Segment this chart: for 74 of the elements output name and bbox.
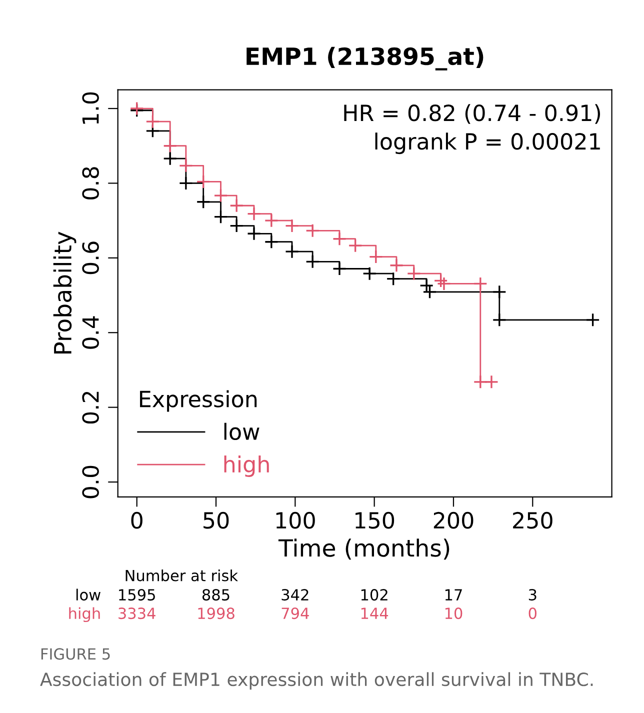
point: [230, 198, 244, 213]
y-tick-label: 0.6: [82, 242, 99, 274]
legend-label: low: [224, 422, 260, 440]
text: 3334: [118, 608, 156, 620]
caption: FIGURE 5: [41, 648, 110, 660]
legend-label: high: [224, 455, 269, 477]
text: 144: [361, 608, 388, 619]
point: [436, 276, 452, 291]
point: [284, 218, 300, 233]
text: 17: [445, 589, 462, 600]
point: [214, 210, 228, 224]
y-axis-title: Probability: [53, 232, 76, 354]
text: Association of EMP1 expression with overall survival in TNBC.: [40, 672, 593, 690]
point: [246, 226, 262, 241]
point: [163, 138, 178, 153]
point: [492, 312, 506, 328]
text: 3: [528, 589, 536, 601]
text: 10: [445, 608, 462, 620]
point: [178, 158, 194, 173]
point: [422, 284, 437, 299]
point: [178, 176, 194, 190]
annotation: logrank P = 0.00021: [375, 132, 600, 154]
chart-title: EMP1 (213895_at): [246, 46, 484, 70]
point: [586, 312, 600, 328]
text: 885: [202, 589, 230, 601]
point: [246, 206, 262, 221]
x-tick-label: 50: [204, 512, 229, 529]
point: [484, 374, 499, 390]
point: [146, 114, 160, 129]
text: high: [69, 607, 100, 622]
text: 342: [282, 589, 308, 601]
x-tick-label: 200: [434, 512, 474, 529]
y-tick-label: 0.0: [82, 466, 99, 498]
point: [473, 276, 488, 291]
y-tick-label: 1.0: [82, 92, 99, 124]
point: [362, 266, 377, 281]
point: [419, 278, 434, 293]
x-tick-label: 100: [276, 512, 315, 529]
point: [305, 224, 320, 238]
point: [386, 272, 400, 286]
point: [230, 218, 244, 233]
annotation: HR = 0.82 (0.74 - 0.91): [344, 104, 600, 124]
point: [214, 188, 228, 203]
text: 102: [361, 589, 388, 601]
point: [473, 374, 488, 390]
point: [492, 284, 506, 299]
y-tick-label: 0.4: [82, 316, 99, 349]
point: [368, 250, 383, 264]
y-tick-label: 0.2: [82, 392, 99, 424]
point: [264, 234, 279, 249]
point: [163, 151, 178, 166]
text: low: [76, 588, 100, 601]
point: [406, 266, 421, 281]
point: [389, 258, 404, 272]
text: Number at risk: [126, 569, 238, 582]
text: 1998: [198, 608, 234, 620]
legend-title: Expression: [140, 390, 257, 412]
text: 794: [282, 608, 309, 620]
point: [332, 232, 347, 246]
x-tick-label: 0: [131, 512, 142, 529]
text: 0: [528, 608, 536, 620]
point: [348, 238, 362, 253]
point: [284, 244, 300, 259]
point: [196, 174, 210, 189]
y-tick-label: 0.8: [82, 167, 99, 200]
x-axis-title: Time (months): [278, 538, 450, 560]
x-tick-label: 150: [356, 512, 394, 529]
point: [196, 194, 210, 209]
x-tick-label: 250: [513, 512, 552, 529]
point: [264, 213, 279, 228]
text: 1595: [119, 589, 155, 601]
point: [434, 274, 448, 288]
point: [332, 262, 347, 276]
point: [305, 254, 320, 269]
